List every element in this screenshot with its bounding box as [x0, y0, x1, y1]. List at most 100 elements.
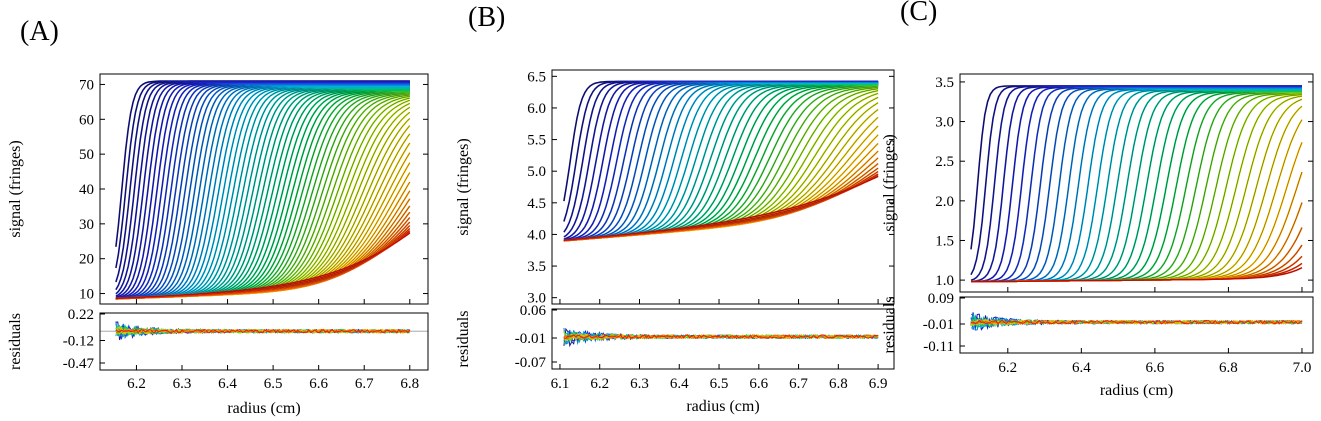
x-tick-label: 6.6 — [749, 376, 768, 392]
scan-line — [563, 81, 879, 242]
panel-a: (A) 10 20 30 40 50 60 70 0.22 -0.12 -0.47 6.2 6.3 6.4… — [7, 16, 429, 417]
residual-tick-label: -0.01 — [515, 331, 546, 347]
scan-line — [563, 83, 879, 242]
plot-frame — [551, 69, 895, 305]
fit-line — [563, 82, 879, 241]
scan-line — [563, 81, 879, 242]
y-tick-label: 2.5 — [935, 154, 954, 170]
x-tick-label: 6.2 — [127, 376, 146, 392]
y-tick-label: 2.0 — [935, 194, 954, 210]
scan-line — [563, 82, 879, 242]
plot-frame — [959, 73, 1314, 293]
fit-line — [563, 83, 879, 242]
y-tick-label: 6.5 — [527, 69, 546, 85]
residual-frame — [551, 308, 895, 370]
x-axis-title: radius (cm) — [686, 398, 759, 415]
x-tick-label: 6.5 — [710, 376, 729, 392]
y-tick-label: 70 — [79, 77, 94, 93]
panel-c: (C) 1.0 1.5 2.0 2.5 3.0 3.5 0.09 -0.01 -0.11 6.2 6.… — [881, 0, 1314, 399]
panel-label: (A) — [20, 16, 59, 47]
y-tick-label: 1.0 — [935, 273, 954, 289]
residual-line — [970, 319, 1303, 325]
x-tick-label: 7.0 — [1293, 360, 1312, 376]
scan-line — [563, 83, 879, 242]
residual-tick-label: -0.11 — [923, 339, 954, 355]
scan-line — [563, 82, 879, 242]
fit-line — [563, 82, 879, 241]
fit-line — [563, 163, 879, 241]
residual-series — [970, 312, 1303, 331]
residual-tick-label: -0.47 — [63, 356, 95, 372]
y-axis-title: signal (fringes) — [455, 138, 472, 235]
fit-line — [563, 81, 879, 238]
fit-line — [563, 81, 879, 241]
x-tick-label: 6.8 — [400, 376, 419, 392]
residual-tick-label: 0.22 — [68, 307, 94, 323]
x-tick-label: 6.3 — [173, 376, 192, 392]
x-tick-label: 6.2 — [590, 376, 609, 392]
residual-axis-title: residuals — [455, 311, 472, 368]
fit-line — [563, 82, 879, 241]
y-tick-label: 5.5 — [527, 133, 546, 149]
x-tick-label: 6.4 — [670, 376, 689, 392]
y-axis-title: signal (fringes) — [7, 140, 24, 237]
fit-line — [971, 267, 1303, 282]
residual-axis-title: residuals — [7, 313, 24, 370]
residual-tick-label: 0.09 — [928, 291, 954, 307]
y-axis-title: signal (fringes) — [881, 134, 898, 231]
y-tick-label: 3.0 — [935, 115, 954, 131]
fit-line — [563, 83, 879, 242]
fit-line — [563, 82, 879, 241]
fit-line — [970, 85, 1302, 275]
scan-line — [563, 82, 879, 242]
scan-series — [970, 85, 1303, 283]
y-tick-label: 60 — [79, 112, 94, 128]
x-axis-title: radius (cm) — [1100, 382, 1173, 399]
scan-line — [563, 83, 879, 242]
y-tick-label: 3.5 — [935, 75, 954, 91]
scan-line — [563, 82, 879, 242]
x-tick-label: 6.6 — [1146, 360, 1165, 376]
residual-line — [115, 328, 411, 334]
x-tick-label: 6.3 — [630, 376, 649, 392]
x-tick-label: 6.1 — [551, 376, 570, 392]
fit-line — [563, 84, 879, 242]
x-tick-label: 6.2 — [998, 360, 1017, 376]
y-tick-label: 30 — [79, 217, 94, 233]
fit-line — [563, 83, 879, 242]
x-tick-label: 6.5 — [264, 376, 283, 392]
y-tick-label: 1.5 — [935, 233, 954, 249]
residual-tick-label: -0.12 — [63, 334, 94, 350]
fit-line — [563, 82, 879, 241]
residual-series — [100, 321, 428, 341]
fit-line — [563, 84, 879, 242]
scan-line — [563, 81, 879, 238]
x-tick-label: 6.4 — [218, 376, 237, 392]
fit-line — [563, 82, 879, 241]
residual-tick-label: -0.07 — [515, 355, 547, 371]
y-tick-label: 3.0 — [527, 291, 546, 307]
x-tick-label: 6.7 — [789, 376, 808, 392]
scan-line — [563, 162, 879, 242]
x-tick-label: 6.4 — [1072, 360, 1091, 376]
residual-tick-label: 0.06 — [520, 303, 547, 319]
residual-line — [563, 334, 879, 340]
fit-line — [563, 176, 879, 241]
x-tick-label: 6.8 — [829, 376, 848, 392]
scan-line — [563, 82, 879, 242]
scan-line — [563, 82, 879, 242]
scan-line — [970, 85, 1302, 276]
scan-line — [563, 82, 879, 242]
panel-label: (B) — [468, 2, 505, 33]
scan-line — [563, 83, 879, 242]
y-tick-label: 4.0 — [527, 227, 546, 243]
panel-label: (C) — [900, 0, 937, 27]
residual-frame — [99, 312, 429, 371]
x-tick-label: 6.6 — [309, 376, 328, 392]
scan-line — [563, 81, 879, 241]
residual-frame — [959, 296, 1314, 354]
x-tick-label: 6.8 — [1219, 360, 1238, 376]
y-tick-label: 50 — [79, 147, 94, 163]
x-tick-label: 6.9 — [869, 376, 888, 392]
